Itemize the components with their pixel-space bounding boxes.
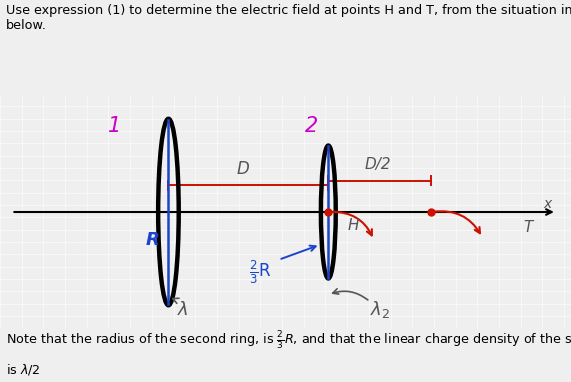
Text: x: x	[543, 197, 551, 211]
Text: Note that the radius of the second ring, is $\frac{2}{3}R$, and that the linear : Note that the radius of the second ring,…	[6, 329, 571, 351]
Text: $\lambda$: $\lambda$	[177, 301, 188, 319]
Text: $\lambda_2$: $\lambda_2$	[369, 299, 390, 320]
Text: D/2: D/2	[365, 157, 391, 172]
Text: T: T	[524, 220, 533, 235]
Text: Use expression (1) to determine the electric field at points H and T, from the s: Use expression (1) to determine the elec…	[6, 4, 571, 32]
Text: 1: 1	[107, 116, 121, 136]
Text: is $\lambda$/2: is $\lambda$/2	[6, 362, 40, 377]
Text: D: D	[236, 160, 249, 178]
Text: R: R	[146, 231, 160, 249]
Text: 2: 2	[304, 116, 318, 136]
Text: H: H	[347, 219, 359, 233]
Text: $\frac{2}{3}$R: $\frac{2}{3}$R	[248, 259, 271, 286]
